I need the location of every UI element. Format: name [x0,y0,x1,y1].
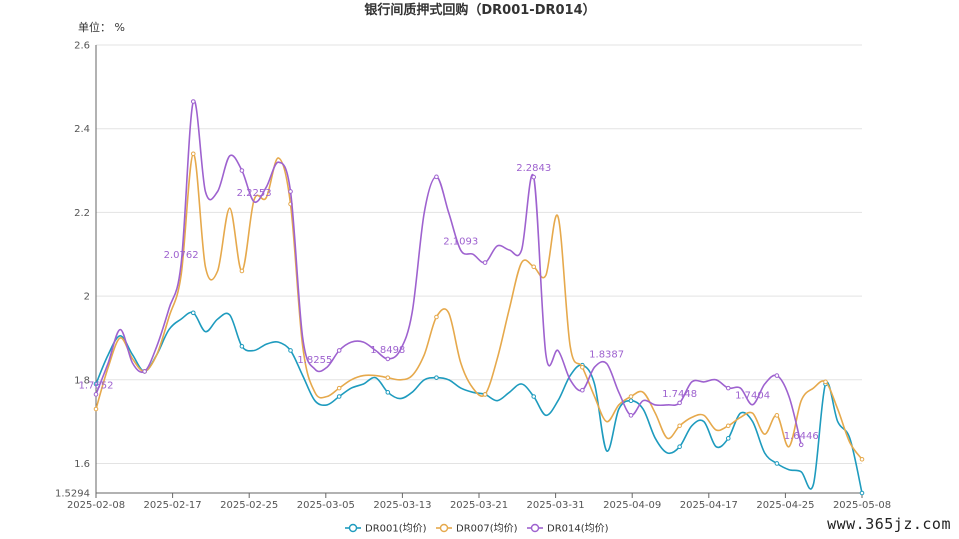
data-label: 1.8255 [297,355,332,366]
data-label: 2.2253 [237,188,272,199]
data-point [580,387,585,393]
data-point [239,168,245,173]
y-tick-label: 1.5294 [55,489,90,500]
x-tick-label: 2025-02-08 [67,500,125,511]
data-label: 1.8387 [589,350,624,361]
y-tick-label: 2 [84,292,90,303]
data-point [774,413,780,418]
data-point [190,310,196,316]
data-point [531,174,537,180]
data-point [774,373,780,378]
data-point [859,490,865,496]
data-point [823,379,828,385]
data-point [434,314,439,320]
series-3: 1.7652 2.0762 2.2253 1.8255 1.8498 2.1093 2.28… [79,99,819,448]
x-tick-label: 2025-03-31 [527,500,585,511]
data-point [774,461,780,466]
data-label: 1.8498 [370,345,405,356]
x-tick-label: 2025-03-13 [373,500,431,511]
legend-item-2[interactable]: DR007(均价) [436,523,518,535]
data-point [434,174,439,180]
data-point [239,268,245,274]
data-point [725,436,731,441]
x-tick-label: 2025-04-25 [756,500,814,511]
data-label: 2.1093 [443,236,478,247]
data-point [434,375,439,380]
data-point [580,364,585,370]
data-point [677,444,682,450]
chart-title: 银行间质押式回购（DR001-DR014） [364,2,595,18]
data-point [385,356,391,362]
data-point [628,398,634,403]
x-tick-label: 2025-02-17 [144,500,202,511]
y-tick-label: 2.4 [74,124,90,135]
unit-label: 单位： % [78,20,125,34]
watermark: www.365jz.com [827,515,951,533]
data-label: 2.2843 [516,163,551,174]
data-label: 1.7404 [735,391,770,402]
data-point [190,151,196,157]
legend-item-3[interactable]: DR014(均价) [527,523,609,535]
legend[interactable]: DR001(均价) DR007(均价) DR014(均价) [345,523,609,535]
x-tick-label: 2025-03-05 [297,500,355,511]
data-point [336,394,342,399]
data-point [385,375,391,380]
data-label: 1.6446 [784,431,819,442]
y-tick-label: 1.8 [74,375,90,386]
data-label: 1.7652 [79,380,114,391]
data-point [142,369,147,374]
series-lines: 1.7652 2.0762 2.2253 1.8255 1.8498 2.1093 2.28… [79,99,865,496]
legend-label: DR014(均价) [547,523,609,535]
data-point [336,385,342,391]
grid [96,44,862,464]
y-axis: 2.6 2.4 2.2 2 1.8 1.6 1.5294 [55,41,97,500]
data-point [725,423,731,429]
legend-label: DR007(均价) [456,523,518,535]
legend-swatch-marker [348,523,358,533]
legend-swatch-marker [530,523,540,533]
x-tick-label: 2025-04-17 [680,500,738,511]
data-point [190,99,196,104]
data-point [677,400,682,406]
x-axis: 2025-02-08 2025-02-17 2025-02-25 2025-03-05… [67,492,891,511]
data-point [628,394,634,399]
data-point [725,385,731,391]
legend-item-1[interactable]: DR001(均价) [345,523,427,535]
data-point [385,390,391,395]
data-point [239,343,245,349]
y-tick-label: 2.6 [74,41,90,52]
x-tick-label: 2025-03-21 [450,500,508,511]
data-point [288,189,293,194]
series-line-1 [95,311,863,494]
data-point [677,423,682,429]
series-1 [93,310,865,496]
x-tick-label: 2025-04-09 [603,500,661,511]
data-point [288,348,293,353]
data-point [628,413,634,418]
x-tick-label: 2025-02-25 [220,500,278,511]
legend-swatch-marker [439,523,449,533]
legend-label: DR001(均价) [365,523,427,535]
y-tick-label: 2.2 [74,208,90,219]
data-point [93,381,99,387]
data-point [859,456,865,462]
data-label: 2.0762 [164,250,199,261]
data-point [93,406,99,412]
x-tick-label: 2025-05-08 [833,500,891,511]
data-label: 1.7448 [662,389,697,400]
data-point [798,442,804,448]
y-tick-label: 1.6 [74,459,90,470]
data-point [336,348,342,353]
data-point [482,260,488,265]
data-point [93,392,99,397]
data-point [531,394,537,399]
data-point [531,264,537,270]
data-point [482,392,488,397]
